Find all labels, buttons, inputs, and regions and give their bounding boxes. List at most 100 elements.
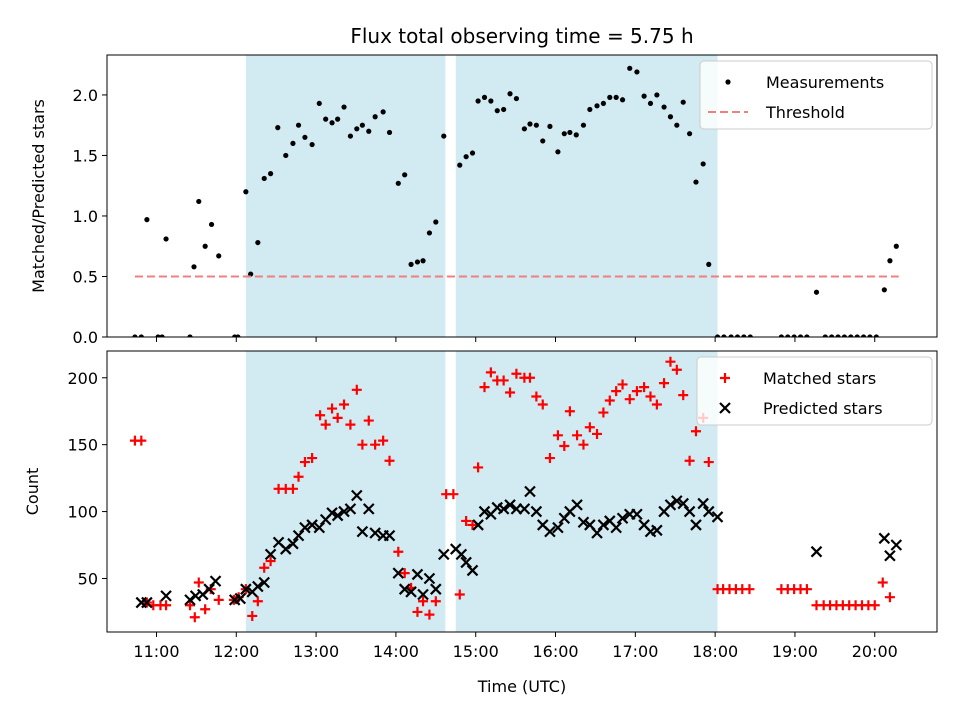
- measurement-point: [191, 264, 197, 270]
- measurement-point: [290, 140, 296, 146]
- y-axis-label: Matched/Predicted stars: [29, 99, 48, 293]
- measurement-point: [309, 141, 315, 148]
- legend-box: [699, 60, 933, 130]
- measurement-point: [283, 152, 289, 159]
- predicted-star-point: [472, 519, 484, 531]
- plot-frame: [106, 350, 938, 633]
- measurement-point: [329, 120, 335, 126]
- measurement-point: [132, 334, 138, 337]
- matched-star-point: [744, 584, 755, 595]
- predicted-star-point: [252, 580, 264, 593]
- measurement-point: [887, 258, 893, 264]
- matched-star-point: [678, 390, 689, 401]
- measurement-point: [867, 334, 873, 337]
- matched-star-point: [604, 395, 615, 406]
- observing-interval-shade: [245, 55, 446, 337]
- observing-interval-shade: [455, 351, 718, 632]
- measurement-point: [463, 154, 469, 160]
- matched-star-point: [651, 399, 662, 410]
- predicted-star-point: [240, 583, 252, 595]
- measurement-point: [408, 261, 414, 267]
- matched-star-point: [659, 378, 670, 389]
- matched-star-point: [877, 577, 888, 588]
- matched-star-point: [370, 439, 381, 450]
- measurement-point: [881, 287, 887, 293]
- matched-star-point: [684, 455, 695, 466]
- x-tick-label: 13:00: [293, 642, 339, 661]
- x-tick-label: 20:00: [852, 642, 898, 661]
- predicted-star-point: [460, 556, 472, 569]
- measurement-point: [797, 334, 804, 337]
- measurement-point: [255, 239, 261, 246]
- measurement-point: [854, 334, 860, 337]
- predicted-star-point: [392, 567, 405, 579]
- predicted-star-point: [552, 521, 564, 534]
- legend-label: Predicted stars: [763, 399, 883, 418]
- matched-star-point: [399, 568, 410, 579]
- measurement-point: [372, 114, 378, 120]
- predicted-star-point: [203, 583, 215, 595]
- matched-star-point: [564, 406, 575, 417]
- predicted-star-point: [577, 516, 590, 529]
- matched-star-point: [639, 382, 650, 393]
- matched-star-point: [213, 594, 224, 605]
- matched-star-point: [430, 596, 441, 607]
- legend-marker-predicted: [719, 402, 731, 414]
- matched-star-point: [265, 556, 276, 567]
- legend-box: [696, 356, 933, 426]
- measurement-point: [841, 334, 848, 337]
- predicted-star-point: [530, 505, 543, 518]
- matched-star-point: [293, 471, 304, 482]
- predicted-star-point: [466, 564, 479, 577]
- matched-star-point: [345, 419, 356, 430]
- measurement-point: [426, 230, 433, 236]
- predicted-star-point: [544, 525, 556, 538]
- measurement-point: [686, 131, 693, 137]
- predicted-star-point: [878, 532, 891, 545]
- matched-star-point: [315, 410, 326, 421]
- measurement-point: [420, 258, 426, 264]
- y-tick-label: 0.0: [73, 328, 98, 347]
- predicted-star-point: [411, 568, 424, 581]
- x-tick-label: 19:00: [772, 642, 818, 661]
- measurement-point: [714, 334, 721, 337]
- predicted-star-point: [478, 505, 491, 518]
- ratio-panel: 0.0 0.5 1.0 1.5 2.0 Matched/Predicted stars Me…: [29, 54, 938, 347]
- matched-star-point: [671, 364, 682, 375]
- predicted-star-point: [702, 505, 715, 518]
- measurement-point: [641, 93, 647, 99]
- measurement-point: [835, 334, 841, 337]
- y-tick-label: 0.5: [73, 267, 98, 286]
- matched-star-point: [424, 609, 435, 620]
- measurement-point: [680, 99, 686, 105]
- measurement-point: [600, 100, 607, 107]
- predicted-star-point: [331, 509, 344, 522]
- matched-star-point: [690, 426, 701, 437]
- matched-star-point: [393, 546, 404, 557]
- matched-star-point: [193, 577, 204, 588]
- measurement-point: [196, 198, 202, 205]
- measurement-point: [354, 126, 360, 132]
- predicted-star-point: [362, 503, 375, 515]
- measurement-point: [747, 334, 753, 337]
- matched-star-point: [461, 515, 472, 526]
- measurement-point: [243, 189, 249, 195]
- measurement-point: [366, 128, 372, 134]
- matched-star-point: [559, 441, 570, 452]
- predicted-star-point: [690, 519, 702, 531]
- matched-star-point: [505, 387, 516, 398]
- legend-marker-matched: [720, 373, 730, 383]
- measurement-point: [138, 334, 144, 337]
- x-tick-label: 12:00: [213, 642, 259, 661]
- predicted-star-point: [423, 572, 436, 585]
- measurement-point: [347, 133, 354, 139]
- x-tick-label: 14:00: [373, 642, 419, 661]
- predicted-star-point: [306, 519, 318, 531]
- measurement-point: [661, 104, 667, 110]
- measurement-point: [527, 121, 533, 127]
- measurement-point: [848, 334, 854, 337]
- y-axis-label: Count: [23, 468, 42, 516]
- measurement-point: [860, 334, 867, 337]
- predicted-star-point: [326, 507, 338, 519]
- predicted-star-point: [571, 499, 583, 511]
